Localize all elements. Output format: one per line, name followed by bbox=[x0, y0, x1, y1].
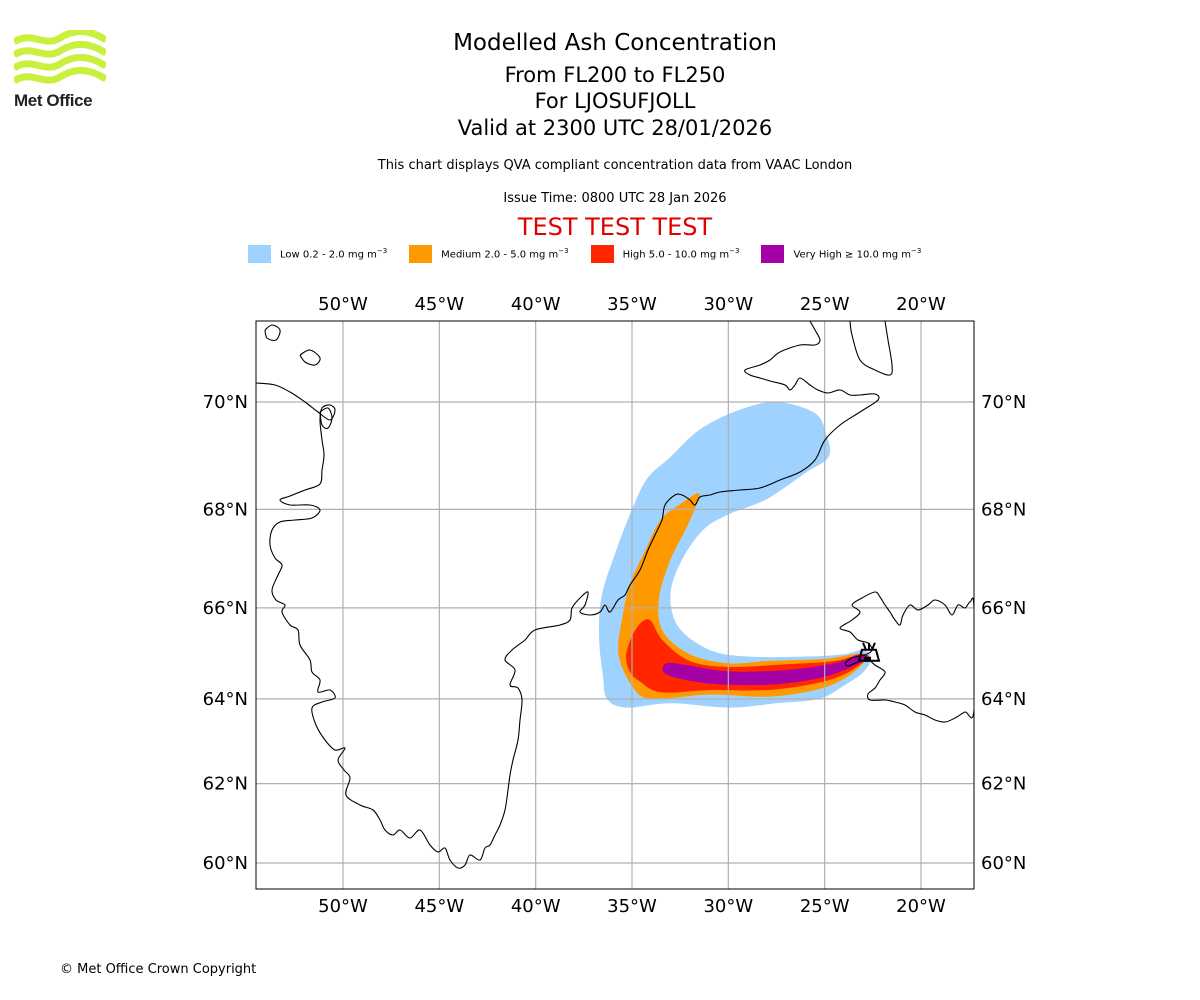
legend-label-medium: Medium 2.0 - 5.0 mg m−3 bbox=[441, 247, 569, 261]
legend-item-medium: Medium 2.0 - 5.0 mg m−3 bbox=[409, 245, 569, 263]
legend-label-high: High 5.0 - 10.0 mg m−3 bbox=[622, 247, 740, 261]
coastline-greenland-west bbox=[256, 321, 880, 869]
legend-label-low: Low 0.2 - 2.0 mg m−3 bbox=[280, 247, 388, 261]
legend-item-low: Low 0.2 - 2.0 mg m−3 bbox=[248, 245, 387, 263]
legend-swatch-high bbox=[590, 245, 614, 263]
legend-swatch-low bbox=[248, 245, 271, 263]
legend-item-high: High 5.0 - 10.0 mg m−3 bbox=[590, 245, 740, 263]
legend-swatch-medium bbox=[409, 245, 433, 263]
legend-swatch-very-high bbox=[761, 245, 785, 263]
map-frame bbox=[255, 320, 975, 890]
issue-time: Issue Time: 0800 UTC 28 Jan 2026 bbox=[503, 191, 727, 206]
lat-label-left: 60°N bbox=[203, 853, 248, 874]
lon-label-top: 50°W bbox=[318, 294, 368, 315]
valid-time: Valid at 2300 UTC 28/01/2026 bbox=[457, 116, 773, 140]
met-office-logo-text: Met Office bbox=[14, 91, 93, 110]
lat-label-right: 68°N bbox=[981, 499, 1026, 520]
met-office-logo-icon bbox=[14, 30, 106, 85]
lat-label-left: 68°N bbox=[203, 499, 248, 520]
lat-label-left: 66°N bbox=[203, 598, 248, 619]
lon-label-bottom: 30°W bbox=[703, 896, 753, 917]
chart-description: This chart displays QVA compliant concen… bbox=[377, 158, 853, 173]
lat-label-right: 66°N bbox=[981, 598, 1026, 619]
legend-label-very-high: Very High ≥ 10.0 mg m−3 bbox=[793, 247, 922, 261]
coastline-island-1 bbox=[299, 349, 321, 366]
lat-label-right: 64°N bbox=[981, 689, 1026, 710]
lat-label-right: 62°N bbox=[981, 774, 1026, 795]
coastline-greenland-ne bbox=[849, 321, 893, 376]
chart-title: Modelled Ash Concentration bbox=[453, 30, 777, 56]
ash-area-low bbox=[599, 401, 871, 708]
lon-label-top: 20°W bbox=[896, 294, 946, 315]
lon-label-bottom: 25°W bbox=[800, 896, 850, 917]
lon-label-top: 45°W bbox=[414, 294, 464, 315]
lon-label-bottom: 45°W bbox=[414, 896, 464, 917]
lon-label-bottom: 50°W bbox=[318, 896, 368, 917]
lon-label-bottom: 40°W bbox=[511, 896, 561, 917]
logo-wave bbox=[14, 54, 106, 72]
lat-label-left: 70°N bbox=[203, 392, 248, 413]
lon-label-top: 30°W bbox=[703, 294, 753, 315]
logo-wave bbox=[14, 67, 106, 85]
lat-label-right: 60°N bbox=[981, 853, 1026, 874]
volcano-name: For LJOSUFJOLL bbox=[534, 89, 696, 113]
volcano-marker-icon bbox=[857, 642, 881, 662]
logo-wave bbox=[14, 30, 106, 46]
lat-label-left: 64°N bbox=[203, 689, 248, 710]
coastline-iceland bbox=[839, 591, 974, 723]
lat-label-left: 62°N bbox=[203, 774, 248, 795]
copyright: © Met Office Crown Copyright bbox=[60, 962, 257, 977]
logo-wave bbox=[14, 41, 106, 59]
legend: Low 0.2 - 2.0 mg m−3 Medium 2.0 - 5.0 mg… bbox=[248, 244, 943, 264]
ash-area-very-high bbox=[662, 654, 868, 686]
coastline-island-2 bbox=[319, 407, 333, 429]
lon-label-top: 40°W bbox=[511, 294, 561, 315]
lon-label-bottom: 35°W bbox=[607, 896, 657, 917]
lon-label-top: 35°W bbox=[607, 294, 657, 315]
lat-label-right: 70°N bbox=[981, 392, 1026, 413]
coastline-disko bbox=[264, 324, 281, 342]
legend-item-very-high: Very High ≥ 10.0 mg m−3 bbox=[761, 245, 921, 263]
flight-levels: From FL200 to FL250 bbox=[504, 63, 726, 87]
lon-label-bottom: 20°W bbox=[896, 896, 946, 917]
lon-label-top: 25°W bbox=[800, 294, 850, 315]
test-banner: TEST TEST TEST bbox=[517, 213, 713, 241]
